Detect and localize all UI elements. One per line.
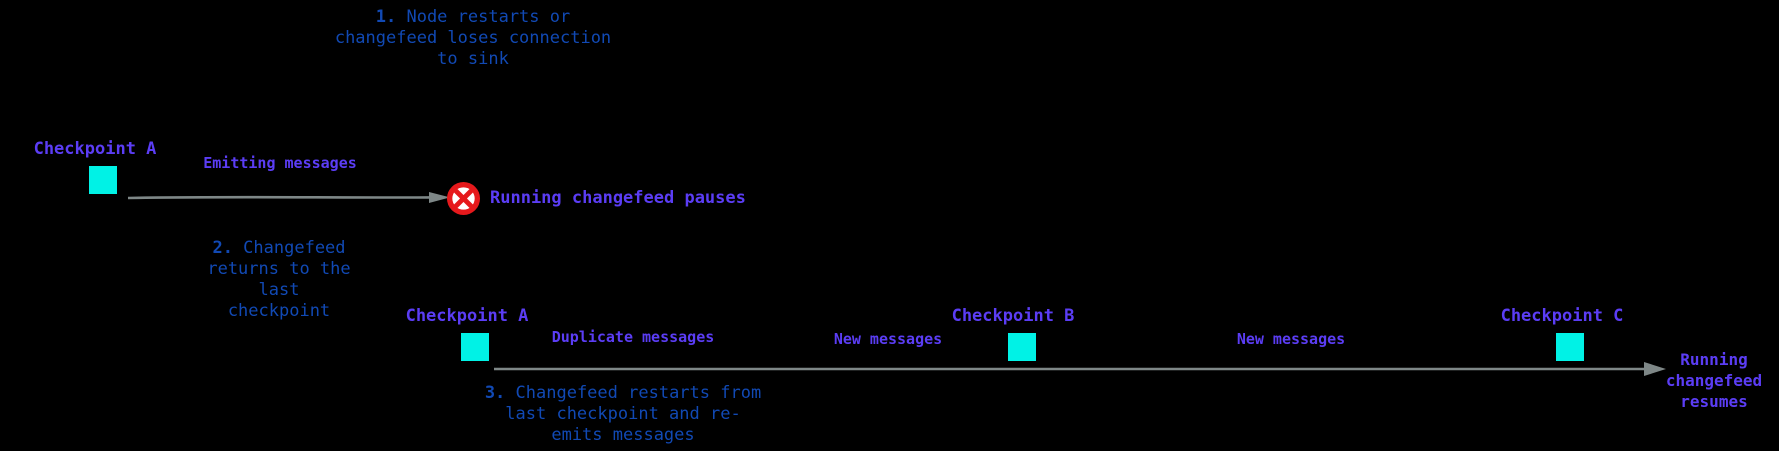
timeline-1-arrow xyxy=(127,192,450,203)
checkpoint-b-marker xyxy=(1008,333,1036,361)
step-1-text: Node restarts or changefeed loses connec… xyxy=(334,7,612,69)
running-changefeed-resumes-label: Running changefeed resumes xyxy=(1665,350,1763,411)
checkpoint-b-label: Checkpoint B xyxy=(951,306,1075,326)
checkpoint-c-label: Checkpoint C xyxy=(1500,306,1624,326)
checkpoint-a-marker-2 xyxy=(461,333,489,361)
step-1-note: 1. Node restarts or changefeed loses con… xyxy=(335,7,611,70)
cancel-icon xyxy=(446,181,481,216)
step-2-text: Changefeed returns to the last checkpoin… xyxy=(207,238,351,321)
checkpoint-a-label-2: Checkpoint A xyxy=(405,306,529,326)
step-2-number: 2. xyxy=(212,238,233,258)
checkpoint-c-marker xyxy=(1556,333,1584,361)
step-3-number: 3. xyxy=(484,383,506,403)
step-2-note: 2. Changefeed returns to the last checkp… xyxy=(207,238,350,322)
timeline-2-arrow xyxy=(494,362,1666,376)
step-3-text: Changefeed restarts from last checkpoint… xyxy=(505,383,762,445)
duplicate-messages-label: Duplicate messages xyxy=(551,328,715,346)
new-messages-label-2: New messages xyxy=(1236,330,1346,348)
checkpoint-a-label-1: Checkpoint A xyxy=(33,139,157,159)
checkpoint-a-marker-1 xyxy=(89,166,117,194)
new-messages-label-1: New messages xyxy=(833,330,943,348)
timeline-1-line xyxy=(127,195,432,200)
step-1-number: 1. xyxy=(375,7,397,27)
step-3-note: 3. Changefeed restarts from last checkpo… xyxy=(485,383,761,446)
emitting-messages-label: Emitting messages xyxy=(203,154,357,172)
running-changefeed-pauses-label: Running changefeed pauses xyxy=(490,188,746,208)
